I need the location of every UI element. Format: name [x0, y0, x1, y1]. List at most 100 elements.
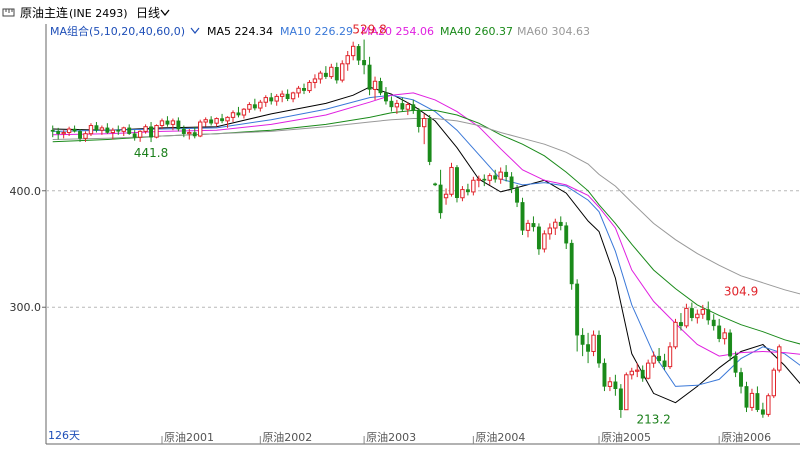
candle	[323, 66, 328, 79]
candle-body	[121, 127, 126, 132]
candle-body	[580, 334, 585, 345]
ma-line-ma20	[52, 92, 800, 357]
period-selector[interactable]: 日线	[136, 6, 160, 20]
candle-body	[700, 309, 705, 315]
candle	[662, 353, 667, 371]
candle	[667, 342, 673, 369]
candle	[334, 62, 339, 84]
candle-body	[777, 346, 782, 371]
candle	[629, 367, 634, 380]
candle	[389, 96, 394, 112]
ma20-legend: MA20 254.06	[361, 25, 434, 38]
candle	[580, 328, 585, 357]
candle	[422, 113, 427, 145]
candle-body	[209, 119, 214, 124]
candle-body	[586, 344, 591, 352]
candle-body	[220, 118, 225, 122]
candle-body	[755, 393, 760, 410]
candle	[717, 318, 722, 343]
candle-body	[127, 127, 132, 134]
candle-body	[739, 372, 743, 387]
candle-body	[187, 132, 192, 135]
candle-body	[597, 334, 601, 364]
candle-body	[405, 104, 410, 110]
candle	[225, 116, 230, 128]
candle-body	[744, 386, 749, 408]
candle-body	[362, 60, 367, 66]
candle-body	[230, 112, 236, 118]
candle	[252, 98, 257, 111]
candle	[744, 381, 749, 413]
candle-body	[493, 175, 498, 180]
candle	[689, 302, 694, 322]
candle	[384, 87, 388, 105]
candle-body	[83, 133, 88, 139]
candle-body	[149, 126, 154, 138]
candle-body	[553, 221, 558, 229]
candle-body	[88, 125, 94, 135]
candle	[460, 186, 465, 202]
candle	[465, 183, 470, 196]
candle-body	[422, 118, 427, 128]
candle-body	[460, 189, 465, 199]
candle-body	[203, 119, 208, 123]
candle-body	[575, 283, 580, 336]
candle	[367, 56, 372, 96]
candle-body	[165, 120, 170, 125]
candle	[607, 377, 613, 392]
candle	[498, 167, 503, 184]
candle	[553, 218, 558, 236]
candle	[449, 162, 454, 197]
candle-body	[629, 370, 634, 376]
candle-body	[225, 116, 230, 122]
candle	[700, 304, 705, 319]
candle-body	[433, 183, 438, 186]
candle	[564, 222, 569, 249]
candle	[515, 184, 520, 208]
candle-body	[329, 66, 334, 78]
chevron-down-icon[interactable]	[160, 9, 170, 17]
candle	[771, 367, 776, 399]
candle-body	[711, 319, 716, 327]
candle	[536, 223, 541, 255]
candle	[312, 74, 318, 89]
candle-body	[214, 118, 219, 124]
candle	[520, 197, 525, 236]
candle-body	[236, 112, 241, 116]
chevron-down-icon[interactable]	[190, 27, 200, 34]
candle	[279, 90, 285, 103]
candle	[176, 117, 181, 132]
candle-body	[269, 97, 274, 102]
candle-body	[498, 171, 503, 180]
candle-body	[733, 355, 738, 373]
candle	[777, 344, 782, 373]
ma-group-label[interactable]: MA组合(5,10,20,40,60,0)	[50, 24, 185, 38]
candle-body	[443, 193, 449, 199]
candle-body	[198, 121, 203, 137]
candle-body	[618, 388, 623, 410]
y-tick-label: 400.0	[10, 185, 42, 198]
candle-body	[662, 360, 667, 367]
candle-body	[154, 125, 159, 138]
candle-body	[607, 381, 613, 387]
candle-body	[569, 242, 574, 285]
candle-body	[334, 67, 339, 81]
ma40-legend: MA40 260.37	[440, 25, 513, 38]
annotation-label: 529.8	[352, 23, 386, 37]
ma60-legend: MA60 304.63	[517, 25, 590, 38]
ma-legend: MA组合(5,10,20,40,60,0) MA5 224.34 MA10 22…	[50, 24, 590, 38]
candle-body	[170, 120, 176, 125]
x-tick-label: 原油2001	[164, 430, 214, 444]
candle-body	[695, 313, 700, 319]
candle-body	[640, 369, 645, 379]
candle-body	[176, 120, 181, 130]
candle-body	[318, 72, 323, 80]
candle-body	[105, 127, 110, 133]
candle-body	[471, 179, 476, 193]
candle	[99, 125, 105, 135]
candle	[618, 384, 623, 418]
candle	[83, 131, 88, 142]
ma5-legend: MA5 224.34	[207, 25, 273, 38]
annotation-label: 304.9	[724, 285, 758, 299]
